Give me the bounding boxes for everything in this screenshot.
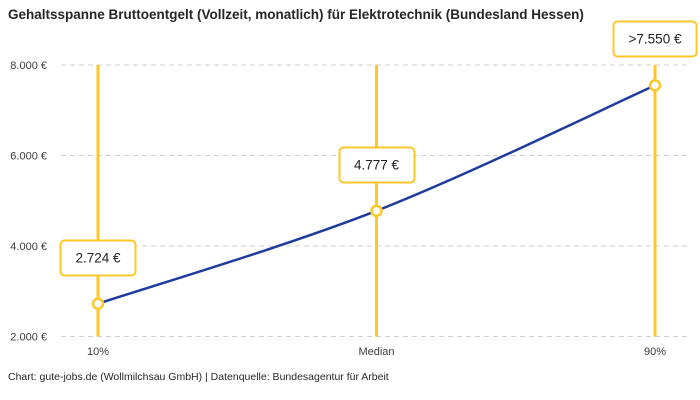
value-label-p90-text: >7.550 € [628,31,682,47]
value-label-p90: >7.550 € [612,20,698,58]
x-axis-tick-label: 90% [644,346,666,358]
data-point-marker [370,204,383,218]
data-point-marker [648,79,662,92]
x-axis-tick-label: Median [358,346,394,358]
y-axis-tick-label: 4.000 € [10,241,47,253]
y-axis-tick-label: 8.000 € [10,60,47,72]
value-label-median: 4.777 € [337,146,416,184]
x-axis-tick-label: 10% [87,346,109,358]
data-point-marker [91,297,105,310]
value-label-median-text: 4.777 € [353,157,400,173]
chart-title: Gehaltsspanne Bruttoentgelt (Vollzeit, m… [8,7,584,22]
y-axis-tick-label: 2.000 € [10,332,47,344]
y-axis-tick-label: 6.000 € [10,151,47,163]
value-label-p10: 2.724 € [59,239,137,277]
source-attribution: Chart: gute-jobs.de (Wollmilchsau GmbH) … [8,371,389,383]
value-label-p10-text: 2.724 € [75,250,121,266]
